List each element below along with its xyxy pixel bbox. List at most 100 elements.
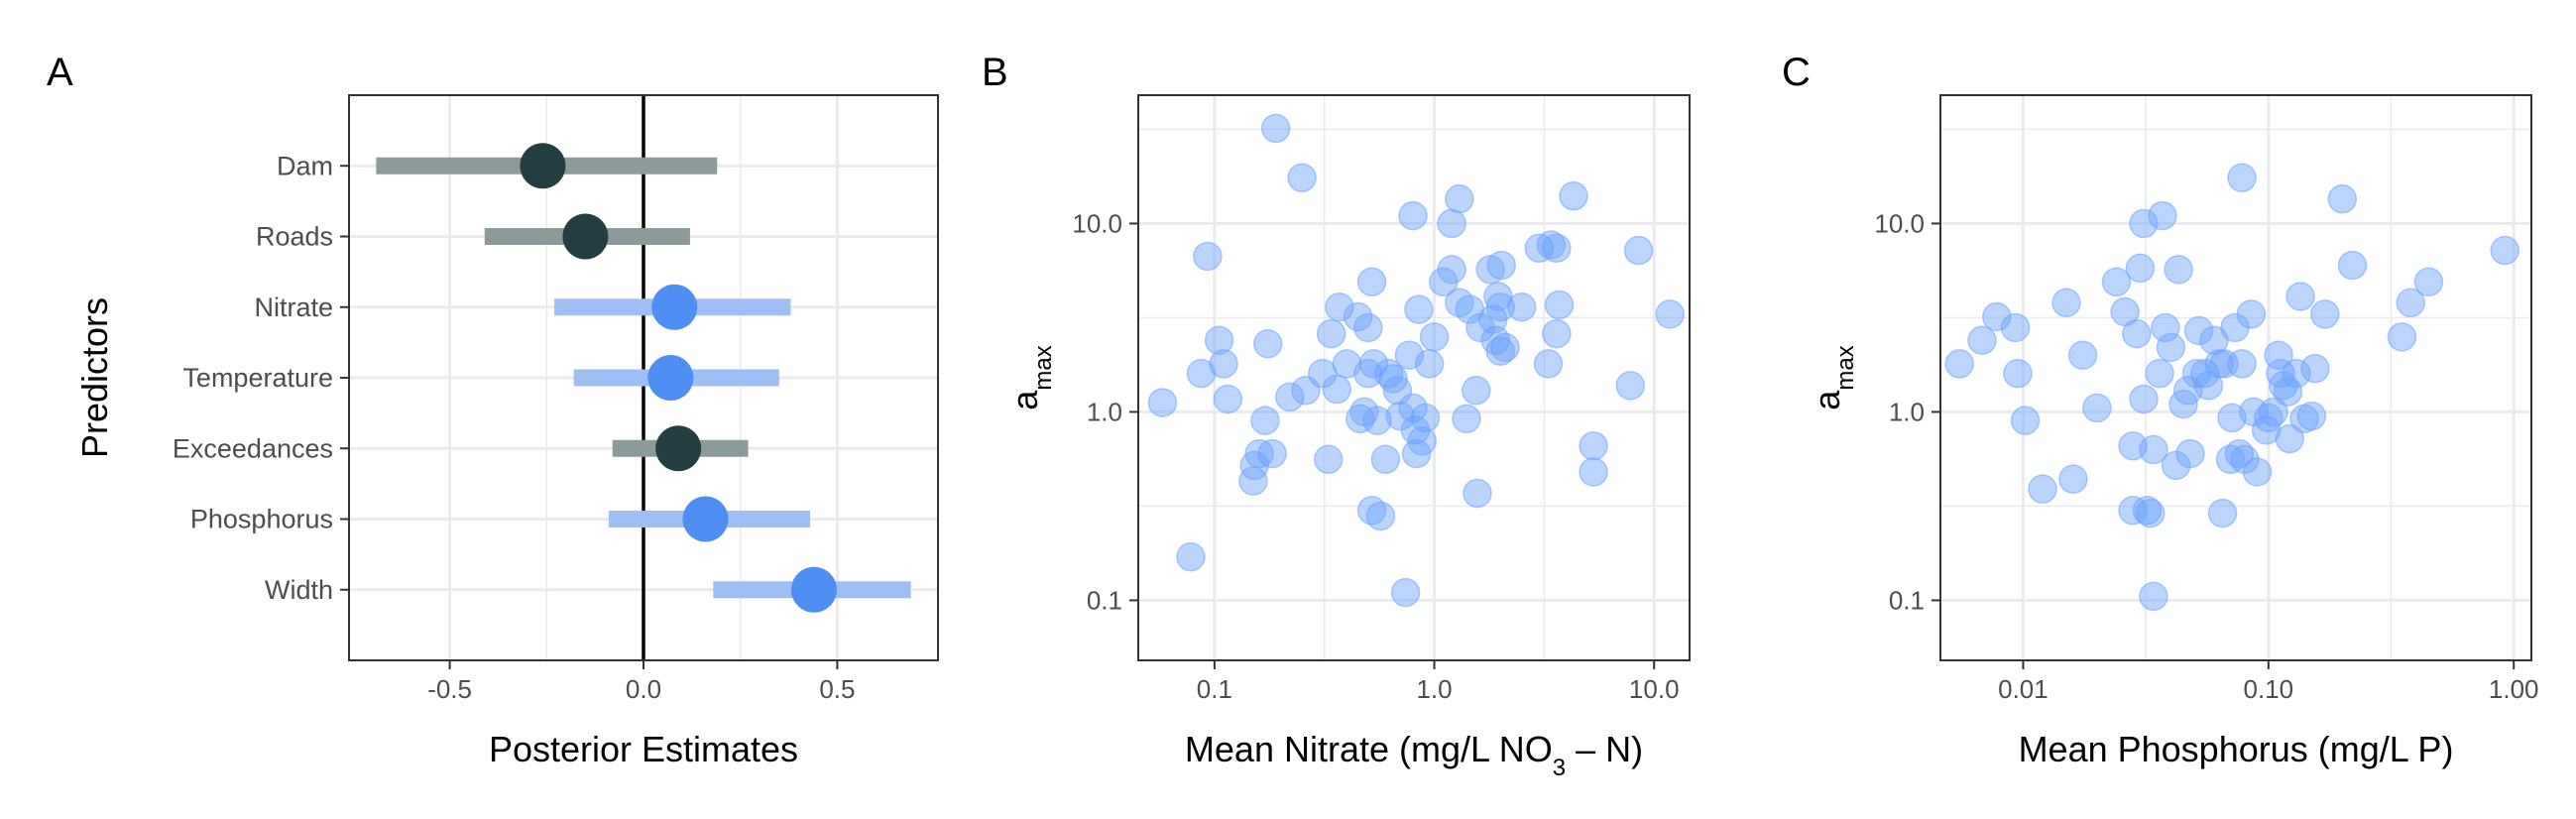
- estimate-point-phosphorus: [682, 496, 729, 542]
- panel-a-marks: [376, 95, 911, 660]
- panel-c-scatter-point: [2175, 438, 2205, 469]
- panel-b-scatter-point: [1579, 430, 1608, 461]
- panel-b-scatter-point: [1356, 267, 1387, 297]
- estimate-point-exceedances: [655, 425, 702, 472]
- panel-b-y-title-sub: max: [1030, 345, 1057, 390]
- panel-c-marks: [1944, 163, 2520, 612]
- panel-c-scatter-point: [2300, 353, 2330, 384]
- panel-b-scatter-point: [1655, 299, 1685, 329]
- panel-b-x-tick-label: 0.1: [1197, 674, 1232, 704]
- panel-b-x-tick-label: 10.0: [1629, 674, 1680, 704]
- panel-b-scatter-point: [1193, 241, 1223, 272]
- panel-b-scatter-point: [1353, 358, 1383, 389]
- panel-b-scatter-point: [1559, 180, 1588, 211]
- panel-b-y-title-main: a: [1004, 390, 1045, 410]
- panel-b-scatter-point: [1414, 349, 1445, 379]
- panel-b-scatter-point: [1250, 406, 1280, 435]
- panel-a-x-tick-label: 0.5: [819, 674, 855, 704]
- panel-c-scatter-point: [2051, 288, 2081, 318]
- panel-c-scatter-point: [2209, 349, 2239, 379]
- panel-b: B 0.1 1.0 10.0 0.1 1.0 10.0 Mean Nitrate (mg/…: [982, 51, 1691, 781]
- panel-a-y-axis-title: Predictors: [74, 297, 115, 458]
- panel-b-scatter-point: [1615, 371, 1646, 401]
- panel-c-x-tick-label: 0.01: [1998, 674, 2049, 704]
- panel-c-scatter-point: [2145, 358, 2174, 389]
- panel-c-scatter-point: [2282, 358, 2311, 389]
- panel-c-scatter-point: [2217, 403, 2247, 433]
- panel-b-scatter-point: [1390, 577, 1421, 608]
- panel-c-scatter-point: [2125, 253, 2156, 284]
- panel-c-scatter-point: [2129, 208, 2159, 239]
- panel-c-scatter-point: [2101, 267, 2132, 297]
- panel-c-scatter-point: [2135, 498, 2166, 528]
- panel-c-scatter-point: [2310, 299, 2340, 329]
- panel-b-marks: [1147, 113, 1685, 608]
- panel-a-x-tick-label: -0.5: [427, 674, 472, 704]
- panel-c-scatter-point: [2230, 444, 2260, 475]
- panel-a-x-tick-label: 0.0: [626, 674, 661, 704]
- panel-c-scatter-point: [2189, 358, 2220, 389]
- panel-b-scatter-point: [1452, 404, 1481, 434]
- panel-b-plot-area: [1138, 95, 1690, 660]
- panel-c-scatter-point: [2122, 318, 2152, 349]
- estimate-point-width: [790, 566, 837, 613]
- panel-b-scatter-point: [1275, 382, 1305, 412]
- panel-c-scatter-point: [2067, 340, 2098, 370]
- panel-b-scatter-point: [1325, 292, 1354, 322]
- panel-b-scatter-point: [1463, 478, 1492, 509]
- panel-c-scatter-point: [2224, 438, 2255, 469]
- panel-c-x-axis-title: Mean Phosphorus (mg/L P): [2019, 729, 2454, 769]
- panel-c-scatter-point: [2151, 312, 2180, 343]
- panel-b-scatter-point: [1445, 183, 1474, 214]
- panel-c-scatter-point: [2251, 415, 2282, 445]
- panel-b-scatter-point: [1407, 426, 1437, 456]
- panel-b-scatter-point: [1316, 318, 1347, 349]
- panel-b-scatter-point: [1362, 406, 1392, 435]
- panel-c-scatter-point: [2285, 282, 2315, 311]
- panel-b-labels: 0.1 1.0 10.0 0.1 1.0 10.0: [1072, 208, 1679, 704]
- panel-b-scatter-point: [1398, 200, 1428, 231]
- panel-c-scatter-point: [2181, 358, 2212, 389]
- panel-c-scatter-point: [2273, 377, 2303, 407]
- panel-b-scatter-point: [1356, 496, 1387, 526]
- panel-c-scatter-point: [2227, 349, 2257, 379]
- predictor-label-phosphorus: Phosphorus: [190, 505, 333, 534]
- panel-c-scatter-point: [2082, 393, 2112, 423]
- panel-letter-b: B: [982, 51, 1008, 94]
- panel-b-x-tick-label: 1.0: [1416, 674, 1452, 704]
- panel-b-scatter-point: [1485, 336, 1516, 366]
- panel-c-scatter-point: [2396, 288, 2426, 318]
- panel-c-labels: 0.01 0.10 1.00 0.1 1.0 10.0: [1874, 208, 2538, 704]
- panel-b-scatter-point: [1370, 444, 1401, 475]
- panel-c-scatter-point: [2164, 255, 2193, 285]
- panel-b-scatter-point: [1533, 349, 1564, 379]
- panel-c-scatter-point: [1981, 301, 2012, 332]
- predictor-label-width: Width: [265, 575, 333, 605]
- panel-c-scatter-point: [2010, 406, 2041, 435]
- panel-c-scatter-point: [2275, 423, 2304, 454]
- panel-c-scatter-point: [2003, 358, 2033, 389]
- panel-c-scatter-point: [1967, 325, 1997, 355]
- panel-b-y-axis-title: amax: [1004, 345, 1057, 410]
- panel-b-scatter-point: [1542, 233, 1572, 264]
- panel-c-scatter-point: [2058, 464, 2088, 494]
- panel-c-y-title-main: a: [1807, 390, 1847, 410]
- panel-b-scatter-point: [1437, 255, 1466, 285]
- panel-b-scatter-point: [1365, 501, 1396, 531]
- panel-c-scatter-point: [2413, 267, 2444, 297]
- panel-letter-c: C: [1782, 51, 1811, 94]
- panel-b-scatter-point: [1437, 208, 1466, 239]
- panel-b-scatter-point: [1507, 292, 1537, 322]
- panel-c-scatter-point: [2183, 315, 2214, 346]
- panel-c-border: [1939, 94, 2532, 661]
- panel-c-scatter-point: [2139, 434, 2168, 465]
- panel-b-scatter-point: [1238, 466, 1268, 496]
- panel-a-x-axis-title: Posterior Estimates: [489, 729, 798, 769]
- panel-b-scatter-point: [1623, 235, 1654, 266]
- panel-c-scatter-point: [2254, 403, 2283, 433]
- panel-c-x-tick-label: 0.10: [2244, 674, 2294, 704]
- panel-c-plot-area: [1940, 95, 2531, 660]
- panel-b-scatter-point: [1287, 163, 1317, 193]
- panel-c-scatter-point: [2148, 200, 2177, 231]
- estimate-point-nitrate: [651, 284, 698, 330]
